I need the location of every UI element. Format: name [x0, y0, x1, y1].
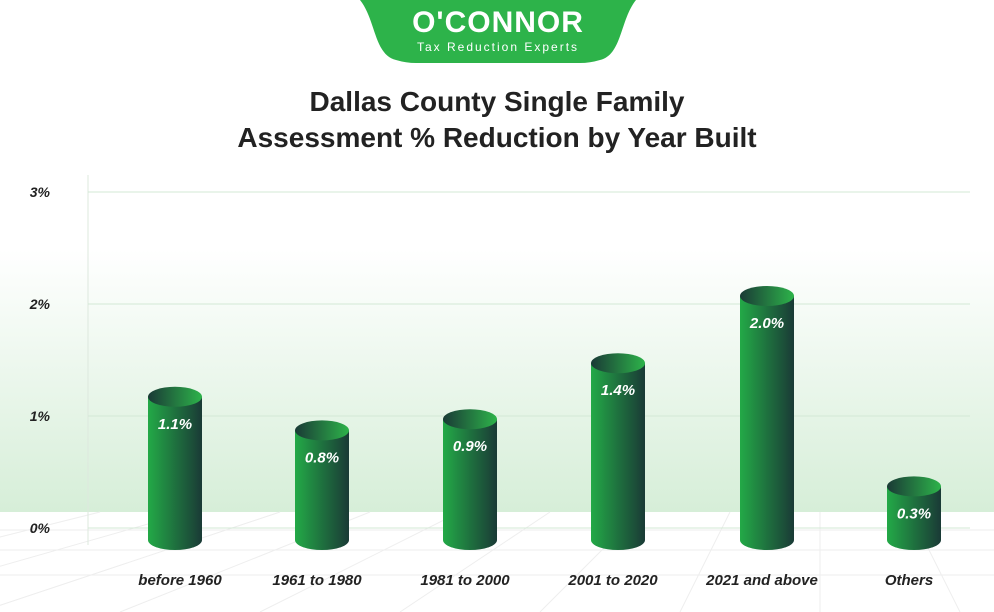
bar-body	[591, 363, 645, 550]
bar-top	[443, 409, 497, 430]
floor-line	[679, 511, 731, 612]
x-tick-label: 2021 and above	[705, 572, 818, 589]
bar-2: 0.9%	[443, 409, 497, 550]
bar-5: 0.3%	[887, 476, 941, 550]
logo-badge	[360, 0, 636, 63]
y-tick-label: 1%	[30, 408, 51, 424]
chart-title: Dallas County Single Family Assessment %…	[0, 84, 994, 156]
data-label: 0.8%	[305, 449, 339, 466]
x-tick-label: before 1960	[138, 572, 222, 589]
plot-background	[0, 250, 994, 512]
floor-line	[399, 511, 551, 612]
bar-body	[295, 430, 349, 550]
title-line-1: Dallas County Single Family	[309, 86, 685, 117]
bar-top	[887, 476, 941, 497]
floor-line	[0, 511, 281, 606]
logo: O'CONNOR Tax Reduction Experts	[360, 0, 636, 63]
data-label: 2.0%	[749, 315, 784, 332]
floor-line	[0, 511, 191, 567]
data-label: 0.3%	[897, 505, 931, 522]
floor-line	[119, 511, 371, 612]
floor-line	[259, 511, 461, 612]
data-label: 1.1%	[158, 416, 192, 433]
logo-name: O'CONNOR	[412, 6, 584, 39]
bar-3: 1.4%	[591, 353, 645, 550]
data-label: 0.9%	[453, 438, 487, 455]
bar-top	[740, 286, 794, 306]
bar-body	[443, 419, 497, 550]
x-tick-label: 1981 to 2000	[420, 572, 510, 589]
bar-body	[148, 396, 202, 550]
bar-body	[740, 296, 794, 550]
y-tick-label: 0%	[30, 520, 51, 536]
bar-4: 2.0%	[740, 286, 794, 550]
bar-top	[148, 386, 202, 407]
bar-top	[591, 353, 645, 374]
title-line-2: Assessment % Reduction by Year Built	[237, 122, 757, 153]
floor-line	[0, 511, 101, 538]
x-tick-label: Others	[885, 572, 933, 589]
x-tick-label: 1961 to 1980	[272, 572, 362, 589]
data-label: 1.4%	[601, 382, 635, 399]
bar-0: 1.1%	[148, 386, 202, 550]
x-tick-label: 2001 to 2020	[567, 572, 658, 589]
bar-body	[887, 486, 941, 550]
floor-line	[539, 511, 641, 612]
logo-tagline: Tax Reduction Experts	[416, 40, 580, 54]
bar-top	[295, 420, 349, 441]
bar-1: 0.8%	[295, 420, 349, 550]
y-tick-label: 3%	[30, 184, 51, 200]
floor-line	[909, 511, 961, 612]
y-tick-label: 2%	[29, 296, 51, 312]
